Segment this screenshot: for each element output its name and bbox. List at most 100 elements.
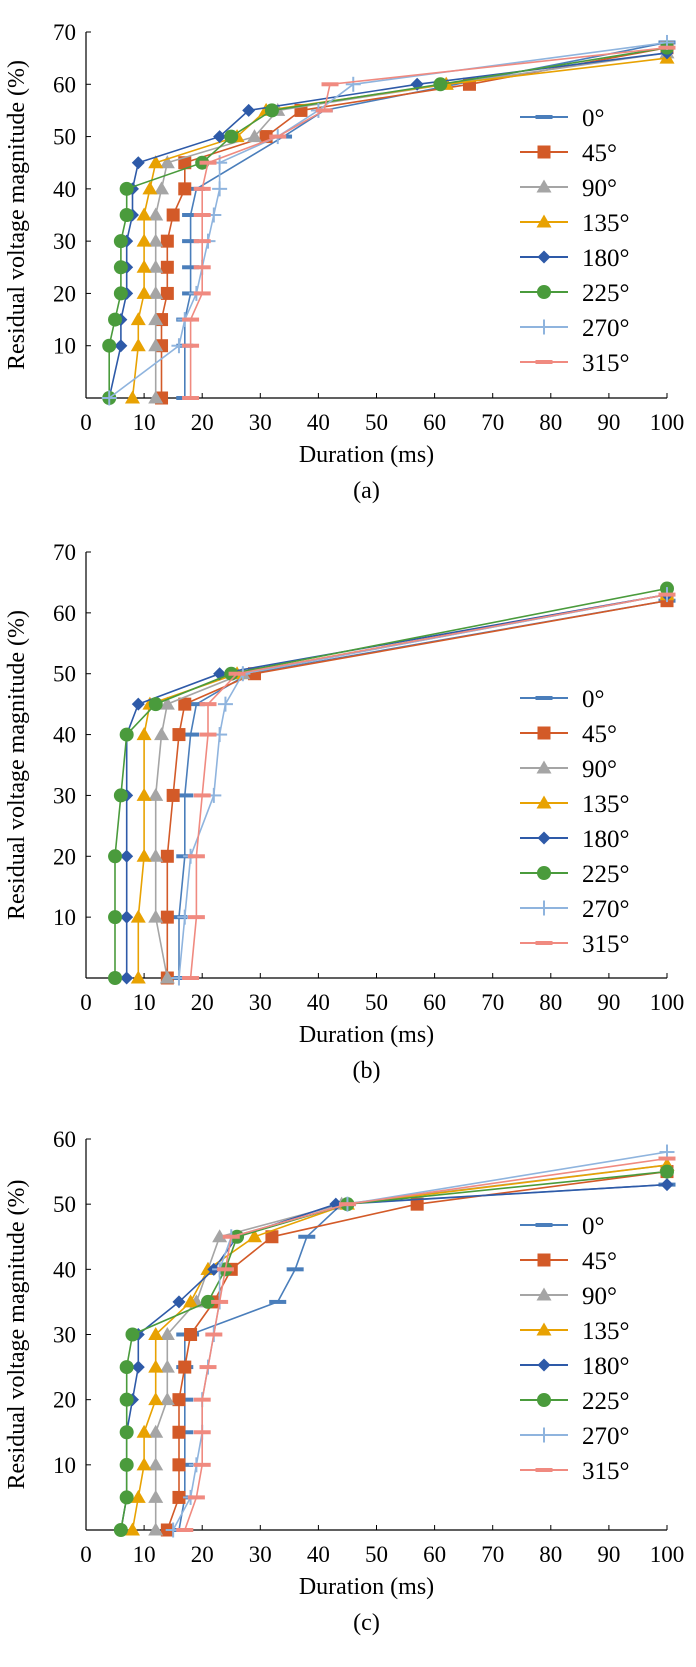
data-point bbox=[315, 108, 333, 113]
data-point bbox=[182, 239, 200, 244]
legend-marker bbox=[535, 941, 553, 945]
legend-marker bbox=[536, 900, 552, 916]
data-point bbox=[193, 213, 211, 217]
data-point bbox=[166, 788, 180, 802]
data-point bbox=[108, 971, 123, 985]
data-point bbox=[108, 312, 123, 327]
data-point bbox=[136, 1457, 152, 1471]
data-point bbox=[113, 1523, 128, 1537]
data-point bbox=[130, 312, 146, 326]
legend-label: 90° bbox=[582, 1283, 617, 1310]
series-line bbox=[137, 593, 668, 978]
data-point bbox=[172, 1458, 186, 1472]
data-point bbox=[148, 207, 164, 221]
data-point bbox=[193, 1430, 211, 1435]
data-point bbox=[199, 702, 217, 707]
data-point bbox=[148, 848, 164, 862]
data-point bbox=[182, 213, 200, 217]
y-tick-label: 10 bbox=[53, 1453, 76, 1478]
legend-label: 315° bbox=[582, 931, 630, 958]
data-point bbox=[183, 1294, 199, 1308]
legend-label: 45° bbox=[582, 140, 617, 167]
legend-marker bbox=[537, 726, 551, 740]
y-tick-label: 70 bbox=[53, 20, 76, 45]
legend-marker bbox=[536, 1322, 552, 1336]
data-point bbox=[148, 312, 164, 326]
data-point bbox=[213, 130, 227, 144]
data-point bbox=[172, 1393, 186, 1407]
x-tick-label: 70 bbox=[481, 990, 504, 1015]
data-point bbox=[148, 1327, 164, 1340]
y-tick-label: 60 bbox=[53, 601, 76, 626]
data-point bbox=[222, 1234, 240, 1239]
data-point bbox=[212, 1229, 228, 1243]
x-tick-label: 0 bbox=[80, 990, 92, 1015]
data-point bbox=[159, 1327, 175, 1340]
y-tick-label: 30 bbox=[53, 783, 76, 808]
data-point bbox=[160, 234, 174, 248]
x-tick-label: 60 bbox=[423, 990, 446, 1015]
data-point bbox=[159, 696, 175, 710]
data-point bbox=[269, 1299, 287, 1304]
legend-label: 135° bbox=[582, 210, 630, 237]
series-7 bbox=[182, 45, 676, 400]
x-tick-label: 80 bbox=[539, 1542, 562, 1567]
data-point bbox=[242, 103, 256, 117]
data-point bbox=[193, 265, 211, 270]
legend-label: 225° bbox=[582, 1388, 630, 1415]
data-point bbox=[130, 970, 146, 984]
series-5 bbox=[108, 581, 674, 985]
x-tick-label: 10 bbox=[133, 1542, 156, 1567]
data-point bbox=[224, 129, 239, 144]
data-point bbox=[193, 1462, 211, 1467]
data-point bbox=[159, 1392, 175, 1406]
data-point bbox=[148, 1522, 164, 1536]
y-tick-label: 60 bbox=[53, 1127, 76, 1152]
series-7 bbox=[182, 592, 676, 980]
legend-label: 270° bbox=[582, 896, 630, 923]
data-point bbox=[119, 1360, 134, 1375]
x-tick-label: 0 bbox=[80, 410, 92, 435]
data-point bbox=[298, 1234, 316, 1239]
legend-marker bbox=[536, 179, 552, 193]
x-tick-label: 70 bbox=[481, 410, 504, 435]
series-line bbox=[184, 1157, 668, 1531]
y-tick-label: 40 bbox=[53, 177, 76, 202]
data-point bbox=[182, 396, 200, 400]
legend-label: 180° bbox=[582, 1353, 630, 1380]
x-tick-label: 40 bbox=[307, 1542, 330, 1567]
data-point bbox=[658, 592, 676, 597]
data-point bbox=[205, 1332, 223, 1337]
y-tick-label: 30 bbox=[53, 229, 76, 254]
data-point bbox=[246, 129, 262, 143]
data-point bbox=[124, 1522, 140, 1536]
data-point bbox=[130, 909, 146, 923]
data-point bbox=[148, 697, 163, 712]
data-point bbox=[148, 1392, 164, 1406]
data-point bbox=[148, 909, 164, 923]
data-point bbox=[114, 339, 128, 353]
data-point bbox=[410, 1197, 424, 1211]
data-point bbox=[187, 1495, 205, 1500]
data-point bbox=[119, 727, 134, 742]
data-point bbox=[246, 1229, 262, 1243]
data-point bbox=[148, 155, 164, 169]
data-point bbox=[172, 1295, 186, 1309]
legend: 0° 45° 90° 135° 180° 225° 270° 315° bbox=[520, 105, 630, 377]
data-point bbox=[182, 343, 200, 348]
x-tick-label: 0 bbox=[80, 1542, 92, 1567]
x-tick-label: 50 bbox=[365, 410, 388, 435]
data-point bbox=[136, 233, 152, 247]
legend-marker bbox=[535, 1223, 553, 1227]
y-tick-label: 40 bbox=[53, 1257, 76, 1282]
series-7 bbox=[176, 1156, 676, 1532]
data-point bbox=[187, 702, 205, 707]
data-point bbox=[142, 181, 158, 195]
data-point bbox=[338, 1202, 356, 1207]
data-point bbox=[660, 1178, 674, 1192]
data-point bbox=[120, 849, 134, 863]
data-point bbox=[136, 848, 152, 862]
data-point bbox=[176, 793, 194, 798]
data-point bbox=[193, 1397, 211, 1402]
data-point bbox=[217, 696, 233, 712]
